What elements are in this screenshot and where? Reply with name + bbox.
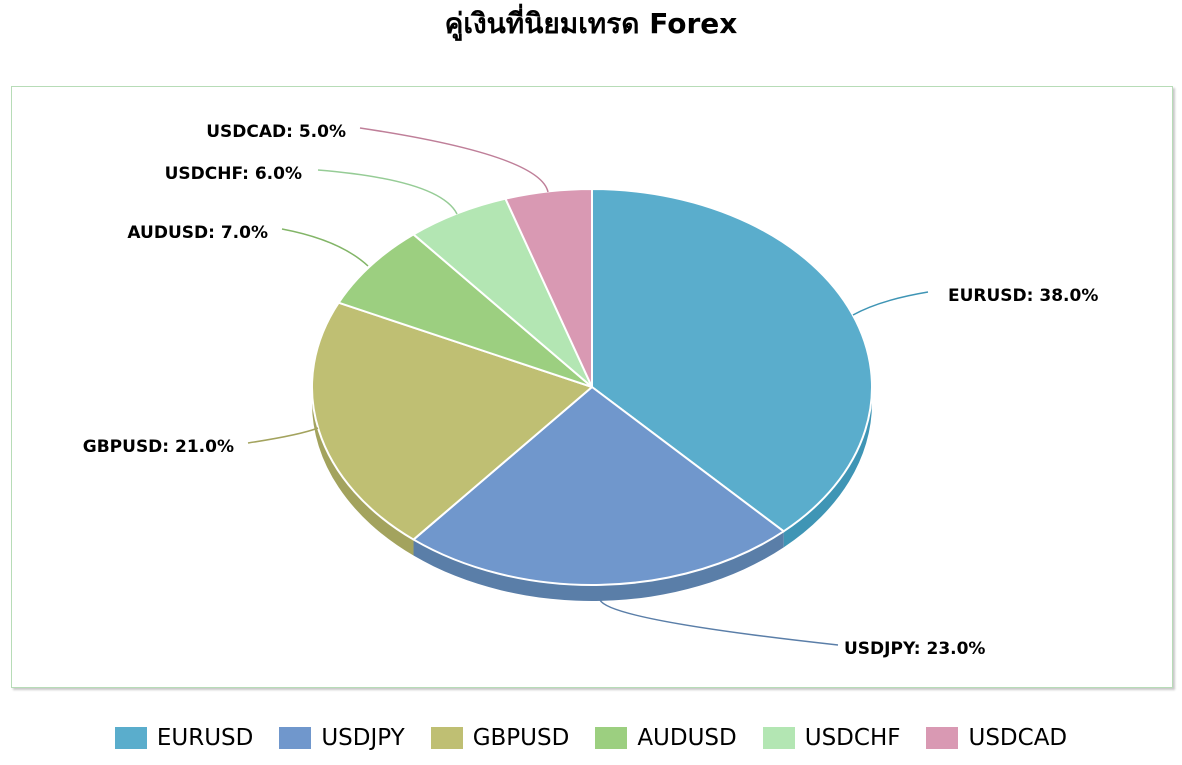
slice-side-usdjpy xyxy=(413,531,784,602)
legend-label: USDJPY xyxy=(321,725,405,751)
legend-item-eurusd[interactable]: EURUSD xyxy=(114,725,254,751)
data-label-usdjpy: USDJPY: 23.0% xyxy=(844,639,985,659)
leader-line-gbpusd xyxy=(247,427,319,444)
leader-line-usdjpy xyxy=(599,599,839,646)
data-label-eurusd: EURUSD: 38.0% xyxy=(948,286,1098,306)
data-label-audusd: AUDUSD: 7.0% xyxy=(127,223,268,243)
legend-swatch xyxy=(430,727,463,749)
slice-side-gbpusd xyxy=(312,387,414,556)
data-label-gbpusd: GBPUSD: 21.0% xyxy=(83,437,234,457)
slice-gbpusd[interactable] xyxy=(311,301,593,541)
slice-audusd[interactable] xyxy=(337,233,593,388)
chart-title: คู่เงินที่นิยมเทรด Forex xyxy=(444,7,738,40)
legend-swatch xyxy=(114,727,147,749)
legend-label: GBPUSD xyxy=(472,725,570,751)
leader-line-audusd xyxy=(281,228,369,267)
legend: EURUSD USDJPY GBPUSD AUDUSD USDCHF USDCAD xyxy=(0,720,1182,756)
legend-item-gbpusd[interactable]: GBPUSD xyxy=(430,725,570,751)
data-label-usdcad: USDCAD: 5.0% xyxy=(206,122,346,142)
legend-swatch xyxy=(279,727,312,749)
data-label-usdchf: USDCHF: 6.0% xyxy=(165,164,302,184)
slice-usdjpy[interactable] xyxy=(412,386,785,586)
legend-item-audusd[interactable]: AUDUSD xyxy=(595,725,737,751)
leader-line-usdcad xyxy=(359,127,549,193)
legend-label: USDCAD xyxy=(968,725,1068,751)
legend-label: USDCHF xyxy=(804,725,901,751)
legend-item-usdcad[interactable]: USDCAD xyxy=(926,725,1067,751)
legend-swatch xyxy=(926,727,959,749)
slice-side-eurusd xyxy=(783,387,872,548)
slice-eurusd[interactable] xyxy=(591,188,873,533)
legend-item-usdchf[interactable]: USDCHF xyxy=(762,725,901,751)
leader-line-eurusd xyxy=(852,291,929,316)
legend-item-usdjpy[interactable]: USDJPY xyxy=(279,725,405,751)
leader-line-usdchf xyxy=(317,169,458,215)
legend-label: EURUSD xyxy=(156,725,254,751)
legend-swatch xyxy=(762,727,795,749)
legend-label: AUDUSD xyxy=(637,725,737,751)
legend-swatch xyxy=(595,727,628,749)
